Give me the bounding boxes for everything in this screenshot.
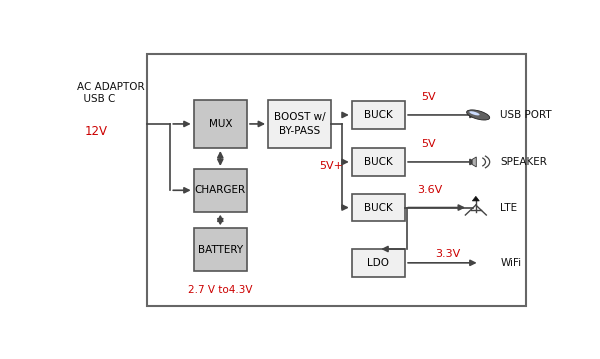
Bar — [352, 249, 405, 277]
Text: SPEAKER: SPEAKER — [500, 157, 547, 167]
Bar — [194, 228, 247, 271]
Bar — [268, 100, 331, 148]
Text: CHARGER: CHARGER — [195, 185, 246, 195]
Ellipse shape — [467, 110, 490, 120]
Text: 5V: 5V — [421, 92, 436, 102]
Text: 3.3V: 3.3V — [436, 249, 461, 259]
Bar — [352, 101, 405, 129]
Text: BUCK: BUCK — [364, 202, 393, 213]
Bar — [352, 148, 405, 176]
Text: 3.6V: 3.6V — [417, 185, 442, 195]
Bar — [352, 194, 405, 222]
Text: AC ADAPTOR
  USB C: AC ADAPTOR USB C — [77, 82, 145, 104]
Polygon shape — [472, 157, 476, 167]
Bar — [194, 100, 247, 148]
Ellipse shape — [469, 111, 479, 115]
Text: 5V: 5V — [421, 139, 436, 149]
Text: LTE: LTE — [500, 202, 518, 213]
Text: 5V+: 5V+ — [319, 161, 343, 171]
Text: MUX: MUX — [209, 119, 232, 129]
Text: BUCK: BUCK — [364, 110, 393, 120]
Text: 12V: 12V — [84, 125, 107, 138]
Text: USB PORT: USB PORT — [500, 110, 552, 120]
Bar — [147, 54, 526, 306]
Polygon shape — [472, 196, 479, 201]
Text: WiFi: WiFi — [500, 258, 521, 268]
Text: BATTERY: BATTERY — [198, 245, 243, 255]
Text: 2.7 V to4.3V: 2.7 V to4.3V — [188, 285, 253, 295]
Text: BUCK: BUCK — [364, 157, 393, 167]
Text: BOOST w/
BY-PASS: BOOST w/ BY-PASS — [274, 112, 325, 136]
Text: LDO: LDO — [367, 258, 389, 268]
Bar — [194, 169, 247, 212]
